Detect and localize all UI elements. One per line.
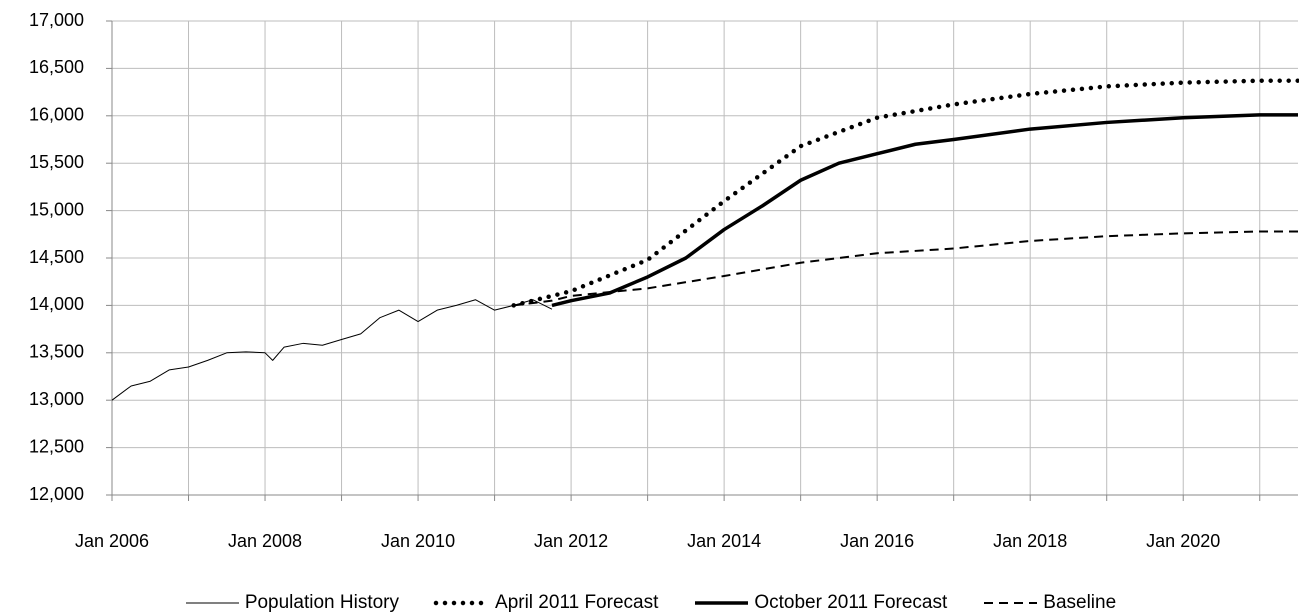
legend-label: October 2011 Forecast — [754, 592, 948, 613]
y-tick-label: 14,500 — [29, 247, 84, 267]
y-tick-label: 15,000 — [29, 199, 84, 219]
x-tick-label: Jan 2020 — [1146, 531, 1220, 551]
y-tick-label: 16,500 — [29, 57, 84, 77]
y-tick-label: 13,000 — [29, 389, 84, 409]
legend-item: Baseline — [981, 590, 1116, 616]
y-tick-label: 13,500 — [29, 342, 84, 362]
legend-label: Baseline — [1043, 592, 1117, 613]
x-tick-label: Jan 2008 — [228, 531, 302, 551]
legend-item: April 2011 Forecast — [433, 590, 658, 616]
y-tick-label: 12,000 — [29, 484, 84, 504]
x-tick-label: Jan 2018 — [993, 531, 1067, 551]
x-tick-label: Jan 2006 — [75, 531, 149, 551]
legend-swatch — [984, 602, 1038, 604]
series-line — [551, 113, 1298, 308]
legend-label: April 2011 Forecast — [495, 592, 659, 613]
y-tick-label: 16,000 — [29, 105, 84, 125]
legend: Population History April 2011 Forecast Oct… — [0, 590, 1299, 616]
plot: 12,000 12,500 13,000 13,500 14,000 14,500 15,0… — [29, 10, 1299, 551]
legend-item: October 2011 Forecast — [692, 590, 947, 616]
series-line — [513, 230, 1298, 307]
series-line — [111, 299, 553, 401]
legend-label: Population History — [244, 592, 400, 613]
legend-swatch — [185, 602, 239, 604]
x-tick-label: Jan 2012 — [534, 531, 608, 551]
legend-swatch — [433, 600, 492, 606]
x-tick-label: Jan 2010 — [381, 531, 455, 551]
x-tick-label: Jan 2016 — [840, 531, 914, 551]
legend-swatch — [695, 601, 749, 605]
y-tick-label: 14,000 — [29, 294, 84, 314]
y-tick-label: 15,500 — [29, 152, 84, 172]
y-tick-label: 17,000 — [29, 10, 84, 30]
x-tick-label: Jan 2014 — [687, 531, 761, 551]
legend-item: Population History — [183, 590, 399, 616]
series-line — [511, 78, 1299, 308]
y-tick-label: 12,500 — [29, 436, 84, 456]
